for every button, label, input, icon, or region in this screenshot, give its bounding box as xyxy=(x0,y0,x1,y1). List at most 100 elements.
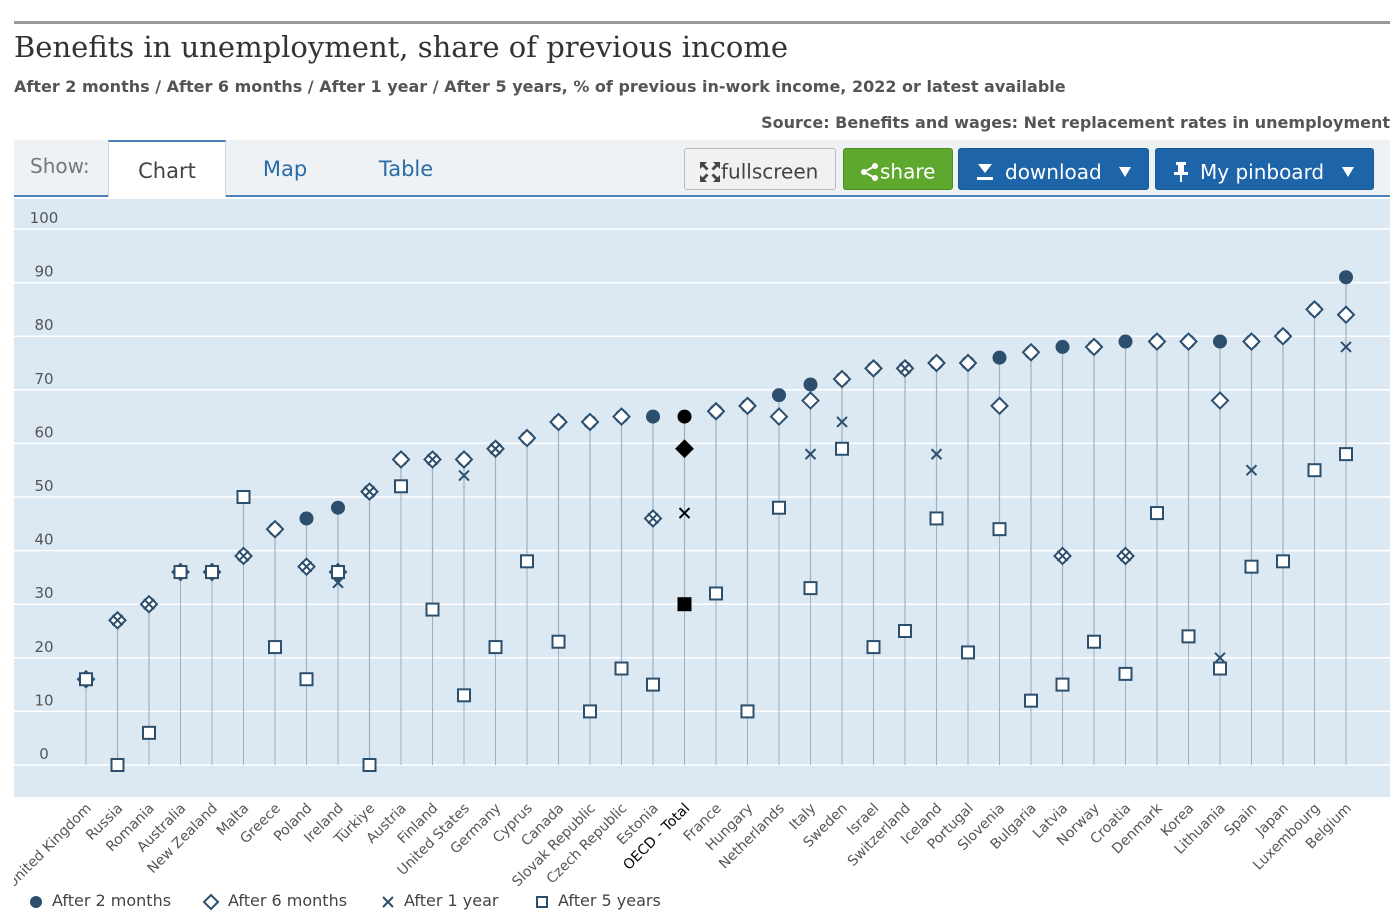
point-x xyxy=(332,577,344,589)
point-diamond xyxy=(1147,332,1167,351)
point-square xyxy=(362,758,377,772)
point-diamond xyxy=(391,450,411,469)
download-button[interactable]: download xyxy=(958,148,1149,190)
source-link[interactable]: Source: Benefits and wages: Net replacem… xyxy=(761,113,1390,132)
point-x xyxy=(930,448,943,460)
plot-area xyxy=(14,199,1390,797)
tab-map[interactable]: Map xyxy=(262,157,308,181)
x-tick-label: Spain xyxy=(1221,801,1260,840)
y-tick-label: 50 xyxy=(34,477,53,495)
top-rule xyxy=(14,21,1390,24)
point-square xyxy=(677,597,692,612)
caret-down-icon xyxy=(1119,166,1132,177)
point-square xyxy=(772,500,786,515)
legend-item-after-5-years[interactable]: After 5 years xyxy=(534,891,661,910)
caret-down-icon xyxy=(1341,166,1354,177)
point-diamond xyxy=(990,396,1009,416)
point-square xyxy=(992,522,1007,537)
legend-item-after-2-months[interactable]: After 2 months xyxy=(28,891,171,910)
point-square xyxy=(866,640,881,655)
point-diamond xyxy=(1210,391,1230,410)
point-square xyxy=(299,672,314,687)
point-x xyxy=(1340,341,1352,353)
legend-label: After 2 months xyxy=(52,891,172,910)
point-circle xyxy=(1213,334,1227,349)
point-diamond xyxy=(580,412,600,432)
point-circle xyxy=(992,350,1007,365)
fullscreen-button[interactable]: fullscreen xyxy=(684,148,836,190)
point-diamond xyxy=(517,428,537,448)
point-square xyxy=(394,479,408,494)
point-diamond xyxy=(454,450,474,469)
point-x xyxy=(1119,550,1132,562)
point-square xyxy=(1024,693,1038,708)
y-tick-label: 70 xyxy=(34,370,53,388)
point-square xyxy=(1276,554,1290,569)
point-square xyxy=(268,640,282,655)
point-diamond xyxy=(1179,332,1198,351)
point-square xyxy=(331,565,345,580)
point-circle xyxy=(1118,334,1133,349)
square-marker-icon xyxy=(536,895,548,908)
point-x xyxy=(1056,550,1069,562)
point-x xyxy=(237,550,250,562)
point-square xyxy=(1118,666,1133,681)
legend-item-after-1-year[interactable]: After 1 year xyxy=(380,891,498,910)
point-diamond xyxy=(958,353,978,373)
point-square xyxy=(110,758,125,772)
point-circle xyxy=(772,388,786,403)
y-tick-label: 60 xyxy=(34,423,53,441)
point-diamond xyxy=(1242,332,1261,351)
point-square xyxy=(835,441,849,456)
y-tick-label: 0 xyxy=(39,745,49,763)
point-square xyxy=(1213,661,1227,676)
fullscreen-label: fullscreen xyxy=(721,159,819,184)
tab-chart[interactable]: Chart xyxy=(108,140,226,197)
tab-table[interactable]: Table xyxy=(378,157,434,181)
point-square xyxy=(803,581,818,596)
point-x xyxy=(647,512,659,525)
point-square xyxy=(425,602,440,617)
point-diamond xyxy=(738,396,757,416)
point-x xyxy=(489,443,502,455)
y-tick-label: 10 xyxy=(34,691,53,709)
x-marker-icon xyxy=(382,895,394,908)
point-diamond xyxy=(1084,337,1104,357)
y-tick-label: 40 xyxy=(34,531,53,549)
share-icon xyxy=(861,162,878,181)
point-square xyxy=(646,677,660,692)
point-x xyxy=(678,507,691,519)
share-label: share xyxy=(880,159,936,184)
point-diamond xyxy=(1336,305,1356,325)
point-circle xyxy=(803,377,818,392)
y-tick-label: 80 xyxy=(34,316,53,334)
page-subtitle: After 2 months / After 6 months / After … xyxy=(14,77,1066,96)
legend-label: After 6 months xyxy=(228,891,348,910)
point-circle xyxy=(1055,339,1070,354)
legend-label: After 5 years xyxy=(558,891,661,910)
point-square xyxy=(488,640,503,655)
point-x xyxy=(143,598,155,610)
legend-item-after-6-months[interactable]: After 6 months xyxy=(202,891,347,911)
point-circle xyxy=(331,500,345,515)
fullscreen-icon xyxy=(700,161,720,182)
pinboard-label: My pinboard xyxy=(1200,159,1325,184)
point-x xyxy=(804,448,817,460)
point-square xyxy=(1055,677,1070,692)
point-square xyxy=(1087,634,1101,649)
point-x xyxy=(458,469,470,482)
share-button[interactable]: share xyxy=(843,148,953,190)
point-square xyxy=(1150,506,1164,521)
point-diamond xyxy=(801,391,820,410)
point-square xyxy=(173,565,188,580)
x-tick-label: United Kingdom xyxy=(14,801,95,891)
point-diamond xyxy=(549,412,568,432)
point-square xyxy=(236,490,251,504)
point-diamond xyxy=(1305,299,1324,319)
diamond-marker-icon xyxy=(202,893,220,910)
pinboard-button[interactable]: My pinboard xyxy=(1155,148,1374,190)
point-diamond xyxy=(675,439,694,459)
point-square xyxy=(142,725,156,740)
point-diamond xyxy=(612,407,631,427)
